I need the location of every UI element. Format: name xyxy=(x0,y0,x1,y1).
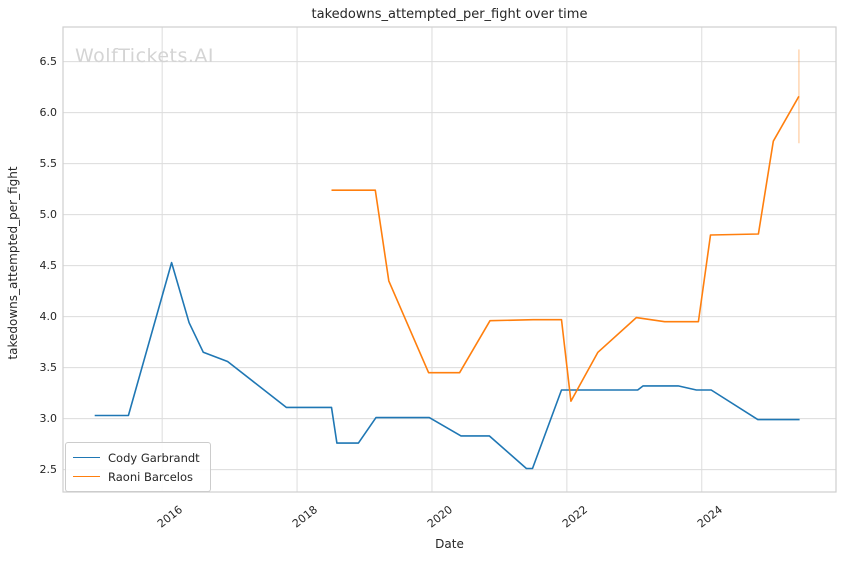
legend-entry-cody-garbrandt: Cody Garbrandt xyxy=(73,448,200,467)
y-tick-label: 3.5 xyxy=(39,360,58,374)
y-tick-label: 4.0 xyxy=(39,309,58,323)
y-tick-label: 6.5 xyxy=(39,54,58,68)
legend-entry-raoni-barcelos: Raoni Barcelos xyxy=(73,467,200,486)
legend-label: Cody Garbrandt xyxy=(108,450,200,465)
legend: Cody Garbrandt Raoni Barcelos xyxy=(65,442,211,492)
y-tick-label: 4.5 xyxy=(39,258,58,272)
y-tick-label: 5.5 xyxy=(39,156,58,170)
series-line-cody-garbrandt xyxy=(94,261,800,470)
series-line-raoni-barcelos xyxy=(331,95,800,403)
x-axis-label: Date xyxy=(435,537,464,551)
plot-border xyxy=(62,26,837,493)
chart-title: takedowns_attempted_per_fight over time xyxy=(311,7,588,22)
legend-label: Raoni Barcelos xyxy=(108,469,193,484)
legend-line-swatch-blue xyxy=(73,457,100,458)
legend-line-swatch-orange xyxy=(73,476,100,477)
watermark-text: WolfTickets.AI xyxy=(75,45,215,67)
y-tick-label: 2.5 xyxy=(39,462,58,476)
y-tick-label: 3.0 xyxy=(39,411,58,425)
y-tick-label: 5.0 xyxy=(39,207,58,221)
y-tick-label: 6.0 xyxy=(39,105,58,119)
